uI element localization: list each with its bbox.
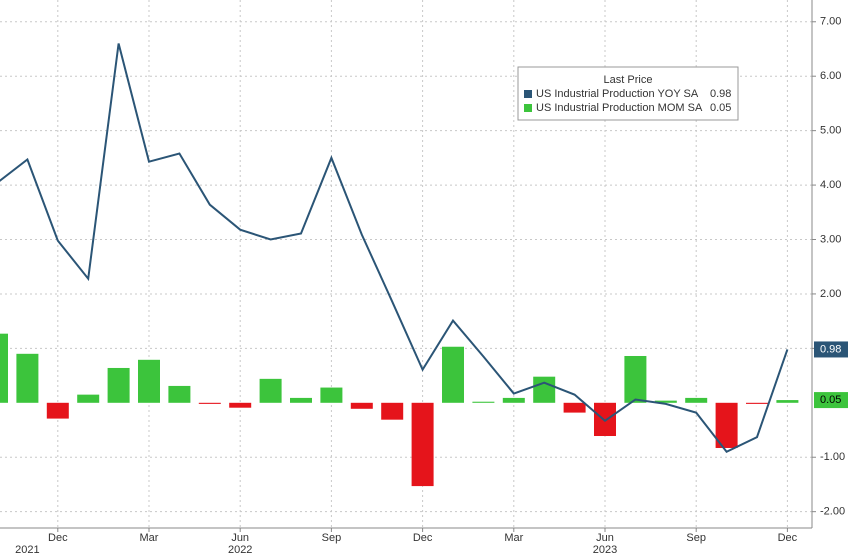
bar: [442, 346, 464, 403]
bar: [198, 402, 221, 404]
bar: [411, 402, 434, 487]
x-year-label: 2021: [15, 544, 39, 556]
bar: [320, 387, 343, 403]
y-tick-label: 4.00: [820, 179, 841, 191]
bar: [715, 402, 738, 448]
bar: [229, 402, 252, 408]
y-tick-label: -2.00: [820, 506, 845, 518]
x-tick-label: Mar: [504, 532, 523, 544]
x-tick-label: Dec: [413, 532, 433, 544]
bar: [168, 385, 191, 403]
y-tick-label: 2.00: [820, 288, 841, 300]
legend-label: US Industrial Production MOM SA: [536, 102, 703, 114]
x-tick-label: Sep: [322, 532, 342, 544]
bar: [259, 378, 282, 403]
bar: [16, 353, 39, 403]
bar: [654, 400, 677, 403]
legend-value: 0.05: [710, 102, 731, 114]
x-tick-label: Dec: [778, 532, 798, 544]
bar: [350, 402, 373, 409]
y-tick-label: 6.00: [820, 70, 841, 82]
x-tick-label: Jun: [231, 532, 249, 544]
legend-swatch: [524, 104, 532, 112]
value-tag-label: 0.98: [820, 343, 841, 355]
bar: [685, 397, 708, 403]
bar: [533, 376, 556, 403]
bar: [77, 394, 100, 403]
y-tick-label: 3.00: [820, 233, 841, 245]
legend: Last Price US Industrial Production YOY …: [517, 66, 739, 121]
x-tick-label: Dec: [48, 532, 68, 544]
x-tick-label: Jun: [596, 532, 614, 544]
legend-label: US Industrial Production YOY SA: [536, 88, 699, 100]
legend-swatch: [524, 90, 532, 98]
bar: [502, 397, 525, 403]
bar: [594, 402, 616, 437]
bar: [624, 355, 647, 403]
x-year-label: 2023: [593, 544, 617, 556]
legend-value: 0.98: [710, 88, 731, 100]
bar: [472, 401, 495, 403]
bar: [0, 333, 8, 403]
x-tick-label: Mar: [140, 532, 159, 544]
bar: [46, 402, 69, 419]
x-tick-label: Sep: [686, 532, 706, 544]
value-tag-label: 0.05: [820, 394, 841, 406]
bar: [290, 397, 312, 403]
y-tick-label: 7.00: [820, 16, 841, 28]
bar: [138, 359, 160, 403]
line: [0, 43, 789, 454]
y-tick-label: -1.00: [820, 451, 845, 463]
bar: [776, 400, 799, 403]
legend-title: Last Price: [604, 74, 653, 86]
y-tick-label: 5.00: [820, 125, 841, 137]
bar: [746, 402, 768, 404]
x-year-label: 2022: [228, 544, 252, 556]
bar: [563, 402, 586, 413]
bar: [107, 367, 130, 403]
bar: [381, 402, 404, 420]
value-tag: [814, 341, 848, 358]
legend-box: [517, 66, 739, 121]
value-tag: [814, 392, 848, 409]
